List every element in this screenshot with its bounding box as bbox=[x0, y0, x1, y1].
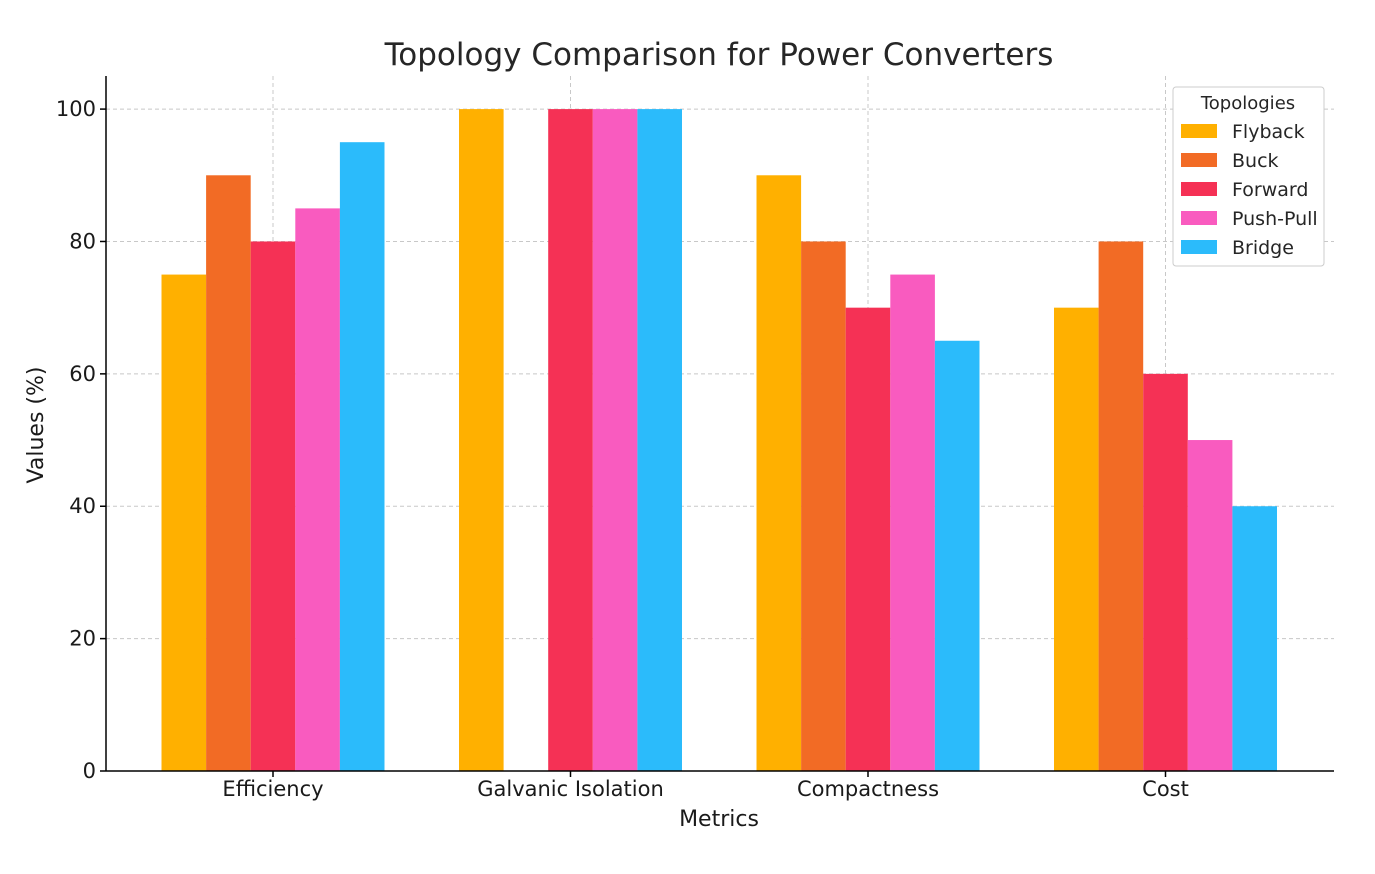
bar-push-pull-galvanic-isolation bbox=[592, 109, 638, 772]
bar-buck-efficiency bbox=[206, 175, 251, 772]
bar-flyback-efficiency bbox=[161, 274, 207, 771]
legend-swatch bbox=[1181, 182, 1217, 196]
bar-forward-cost bbox=[1143, 373, 1188, 771]
axes bbox=[105, 76, 1334, 772]
x-axis-title: Metrics bbox=[679, 807, 759, 832]
legend-label: Bridge bbox=[1232, 237, 1294, 259]
bar-bridge-efficiency bbox=[339, 142, 385, 771]
legend-label: Flyback bbox=[1232, 121, 1305, 143]
legend-swatch bbox=[1181, 211, 1217, 225]
bar-push-pull-efficiency bbox=[295, 208, 340, 771]
legend-swatch bbox=[1181, 124, 1217, 138]
y-tick-label: 20 bbox=[69, 627, 96, 651]
bar-flyback-compactness bbox=[756, 175, 802, 772]
bar-push-pull-cost bbox=[1187, 440, 1233, 771]
bar-flyback-galvanic-isolation bbox=[459, 109, 504, 772]
bars bbox=[161, 109, 1277, 772]
y-tick-label: 100 bbox=[56, 97, 96, 121]
y-tick-label: 40 bbox=[69, 494, 96, 518]
bar-push-pull-compactness bbox=[890, 274, 935, 771]
bar-flyback-cost bbox=[1054, 307, 1099, 771]
legend-title: Topologies bbox=[1200, 93, 1295, 114]
y-axis-ticks: 0 20 40 60 80 100 bbox=[56, 97, 106, 783]
bar-bridge-compactness bbox=[934, 340, 980, 771]
y-tick-label: 0 bbox=[83, 759, 96, 783]
bar-forward-galvanic-isolation bbox=[548, 109, 593, 772]
bar-bridge-galvanic-isolation bbox=[637, 109, 682, 772]
x-tick-label: Galvanic Isolation bbox=[477, 777, 664, 801]
chart-title: Topology Comparison for Power Converters bbox=[384, 37, 1054, 73]
legend-swatch bbox=[1181, 153, 1217, 167]
legend-label: Forward bbox=[1232, 179, 1308, 201]
bar-bridge-cost bbox=[1232, 506, 1277, 771]
legend-swatch bbox=[1181, 240, 1217, 254]
bar-forward-efficiency bbox=[250, 241, 296, 771]
y-tick-label: 80 bbox=[69, 229, 96, 253]
bar-forward-compactness bbox=[845, 307, 891, 771]
legend-label: Buck bbox=[1232, 150, 1279, 172]
y-axis-title: Values (%) bbox=[24, 367, 49, 484]
legend-label: Push-Pull bbox=[1232, 208, 1318, 230]
bar-buck-compactness bbox=[801, 241, 846, 771]
x-tick-label: Compactness bbox=[797, 777, 939, 801]
legend: Topologies Flyback Buck Forward Push-Pull Br… bbox=[1172, 86, 1325, 267]
x-tick-label: Efficiency bbox=[222, 777, 323, 801]
bar-buck-cost bbox=[1098, 241, 1144, 771]
x-tick-label: Cost bbox=[1142, 777, 1189, 801]
x-axis-ticks: Efficiency Galvanic Isolation Compactness C… bbox=[222, 771, 1189, 801]
y-tick-label: 60 bbox=[69, 362, 96, 386]
